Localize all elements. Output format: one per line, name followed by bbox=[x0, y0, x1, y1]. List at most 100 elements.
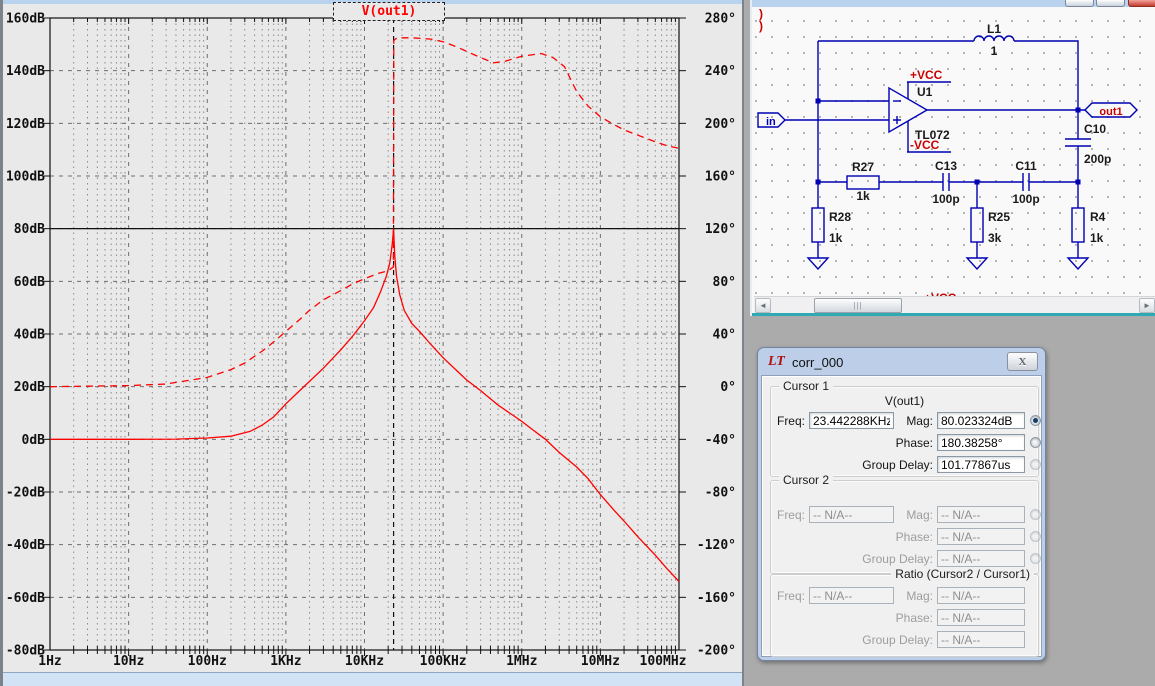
cursor2-phase-field[interactable] bbox=[937, 528, 1025, 545]
minimize-button[interactable] bbox=[1065, 0, 1094, 7]
mag-label: Mag: bbox=[906, 508, 933, 522]
trace-label[interactable]: V(out1) bbox=[333, 2, 445, 21]
resistor-R25-symbol bbox=[970, 207, 984, 243]
label-R25[interactable]: R25 bbox=[988, 210, 1010, 224]
group-delay-label: Group Delay: bbox=[862, 552, 933, 566]
label-R27[interactable]: R27 bbox=[852, 160, 874, 174]
label-C10[interactable]: C10 bbox=[1084, 122, 1106, 136]
label-plus-vcc[interactable]: +VCC bbox=[910, 68, 943, 82]
svg-text:160dB: 160dB bbox=[6, 12, 45, 27]
ratio-heading: Ratio (Cursor2 / Cursor1) bbox=[891, 567, 1034, 581]
svg-text:20dB: 20dB bbox=[14, 380, 45, 395]
cursor1-group-delay-field[interactable] bbox=[937, 456, 1025, 473]
cursor1-group: Cursor 1 V(out1) Freq: Mag: Phase: Group… bbox=[770, 379, 1041, 477]
scroll-right-arrow[interactable]: ► bbox=[1139, 298, 1155, 313]
ratio-phase-field[interactable] bbox=[937, 609, 1025, 626]
mag-label: Mag: bbox=[906, 589, 933, 603]
freq-label: Freq: bbox=[776, 589, 805, 603]
label-U1[interactable]: U1 bbox=[917, 85, 933, 99]
svg-text:-60dB: -60dB bbox=[6, 591, 45, 606]
label-C13[interactable]: C13 bbox=[935, 159, 957, 173]
svg-text:280°: 280° bbox=[705, 12, 736, 27]
cursor2-phase-radio[interactable] bbox=[1030, 531, 1041, 542]
cursor2-group: Cursor 2 Freq: Mag: Phase: Group Delay: bbox=[770, 473, 1041, 574]
cursor2-heading: Cursor 2 bbox=[779, 473, 834, 487]
group-delay-label: Group Delay: bbox=[862, 633, 933, 647]
value-R4[interactable]: 1k bbox=[1090, 231, 1104, 245]
plot-pane-bottom-edge bbox=[3, 672, 742, 686]
resistor-R28-symbol bbox=[811, 207, 825, 243]
svg-text:100MHz: 100MHz bbox=[640, 654, 687, 669]
svg-text:-20dB: -20dB bbox=[6, 486, 45, 501]
phase-label: Phase: bbox=[895, 530, 933, 544]
cursor1-mag-field[interactable] bbox=[937, 412, 1025, 429]
wire-network bbox=[757, 35, 1138, 271]
scrollbar-thumb[interactable]: ||| bbox=[814, 298, 902, 313]
value-R25[interactable]: 3k bbox=[988, 231, 1002, 245]
schematic-window: ) ) L1 1 U1 TL072 +VCC -VCC C10 200p R27… bbox=[750, 0, 1155, 316]
group-delay-label: Group Delay: bbox=[862, 458, 933, 472]
svg-text:1MHz: 1MHz bbox=[506, 654, 537, 669]
svg-text:1Hz: 1Hz bbox=[38, 654, 61, 669]
trace-label-text: V(out1) bbox=[361, 4, 417, 19]
cursor2-freq-field[interactable] bbox=[809, 506, 894, 523]
svg-text:-80°: -80° bbox=[705, 486, 736, 501]
bode-plot[interactable]: 160dB 140dB 120dB 100dB 80dB 60dB 40dB 20dB 0dB -… bbox=[3, 0, 747, 686]
cursor2-mag-field[interactable] bbox=[937, 506, 1025, 523]
value-R27[interactable]: 1k bbox=[856, 189, 870, 203]
label-L1[interactable]: L1 bbox=[987, 22, 1001, 36]
waveform-plot-pane[interactable]: 160dB 140dB 120dB 100dB 80dB 60dB 40dB 20dB 0dB -… bbox=[0, 0, 744, 686]
value-L1[interactable]: 1 bbox=[991, 44, 998, 58]
svg-text:100dB: 100dB bbox=[6, 170, 45, 185]
svg-text:10KHz: 10KHz bbox=[345, 654, 384, 669]
svg-text:80°: 80° bbox=[713, 275, 736, 290]
ground-icon bbox=[1066, 257, 1090, 271]
cursor1-phase-field[interactable] bbox=[937, 434, 1025, 451]
close-button[interactable] bbox=[1128, 0, 1155, 7]
label-R4[interactable]: R4 bbox=[1090, 210, 1106, 224]
cursor1-trace-name: V(out1) bbox=[884, 394, 925, 408]
dialog-body: Cursor 1 V(out1) Freq: Mag: Phase: Group… bbox=[761, 375, 1042, 657]
ratio-group-delay-field[interactable] bbox=[937, 631, 1025, 648]
svg-text:0°: 0° bbox=[720, 380, 736, 395]
svg-text:-200°: -200° bbox=[697, 644, 736, 659]
port-out1-label[interactable]: out1 bbox=[1099, 106, 1122, 118]
ratio-mag-field[interactable] bbox=[937, 587, 1025, 604]
dialog-titlebar[interactable]: LT corr_000 X bbox=[762, 351, 1041, 375]
resistor-R4-symbol bbox=[1071, 207, 1085, 243]
window-bottom-edge bbox=[752, 313, 1155, 316]
cursor2-mag-radio[interactable] bbox=[1030, 509, 1041, 520]
cursor1-freq-field[interactable] bbox=[809, 412, 894, 429]
svg-text:100KHz: 100KHz bbox=[420, 654, 467, 669]
schematic-canvas[interactable]: ) ) L1 1 U1 TL072 +VCC -VCC C10 200p R27… bbox=[754, 7, 1155, 296]
value-C11[interactable]: 100p bbox=[1012, 192, 1039, 206]
label-R28[interactable]: R28 bbox=[829, 210, 851, 224]
label-minus-vcc[interactable]: -VCC bbox=[910, 138, 940, 152]
cursor1-group-delay-radio[interactable] bbox=[1030, 459, 1041, 470]
cursor1-phase-radio[interactable] bbox=[1030, 437, 1041, 448]
value-R28[interactable]: 1k bbox=[829, 231, 843, 245]
svg-text:-80dB: -80dB bbox=[6, 644, 45, 659]
value-C10[interactable]: 200p bbox=[1084, 152, 1111, 166]
port-out1-symbol bbox=[1084, 102, 1138, 118]
label-C11[interactable]: C11 bbox=[1015, 159, 1037, 173]
svg-text:-160°: -160° bbox=[697, 591, 736, 606]
ratio-freq-field[interactable] bbox=[809, 587, 894, 604]
schematic-titlebar[interactable] bbox=[752, 0, 1155, 7]
svg-text:10MHz: 10MHz bbox=[581, 654, 620, 669]
ratio-group: Ratio (Cursor2 / Cursor1) Freq: Mag: Pha… bbox=[770, 567, 1039, 657]
svg-text:10Hz: 10Hz bbox=[113, 654, 144, 669]
cursor2-group-delay-radio[interactable] bbox=[1030, 553, 1041, 564]
maximize-button[interactable] bbox=[1096, 0, 1125, 7]
cursor2-group-delay-field[interactable] bbox=[937, 550, 1025, 567]
horizontal-scrollbar[interactable]: ◄ ||| ► bbox=[754, 296, 1155, 313]
port-in-label[interactable]: in bbox=[766, 116, 776, 128]
value-U1[interactable]: TL072 bbox=[915, 128, 950, 142]
scroll-left-arrow[interactable]: ◄ bbox=[755, 298, 771, 313]
cursor1-mag-radio[interactable] bbox=[1030, 415, 1041, 426]
dialog-close-button[interactable]: X bbox=[1007, 352, 1038, 371]
value-C13[interactable]: 100p bbox=[932, 192, 959, 206]
svg-text:1KHz: 1KHz bbox=[270, 654, 301, 669]
svg-text:120dB: 120dB bbox=[6, 117, 45, 132]
